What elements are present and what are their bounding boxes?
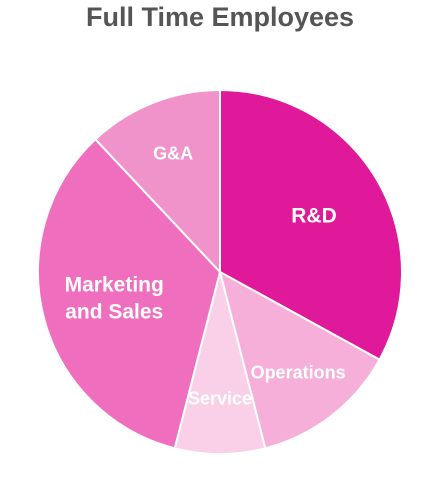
pie-slice	[37, 137, 222, 450]
pie-slice	[219, 88, 403, 362]
slice-label: R&D	[291, 204, 337, 228]
chart-title: Full Time Employees	[85, 2, 355, 32]
pie-slice	[173, 271, 267, 455]
slice-label: Marketing and Sales	[64, 273, 164, 325]
pie-slice	[218, 270, 381, 450]
slice-label: Service	[187, 388, 253, 409]
pie-slice	[93, 88, 221, 275]
slice-label: G&A	[153, 142, 194, 163]
slice-label: Operations	[250, 361, 346, 382]
